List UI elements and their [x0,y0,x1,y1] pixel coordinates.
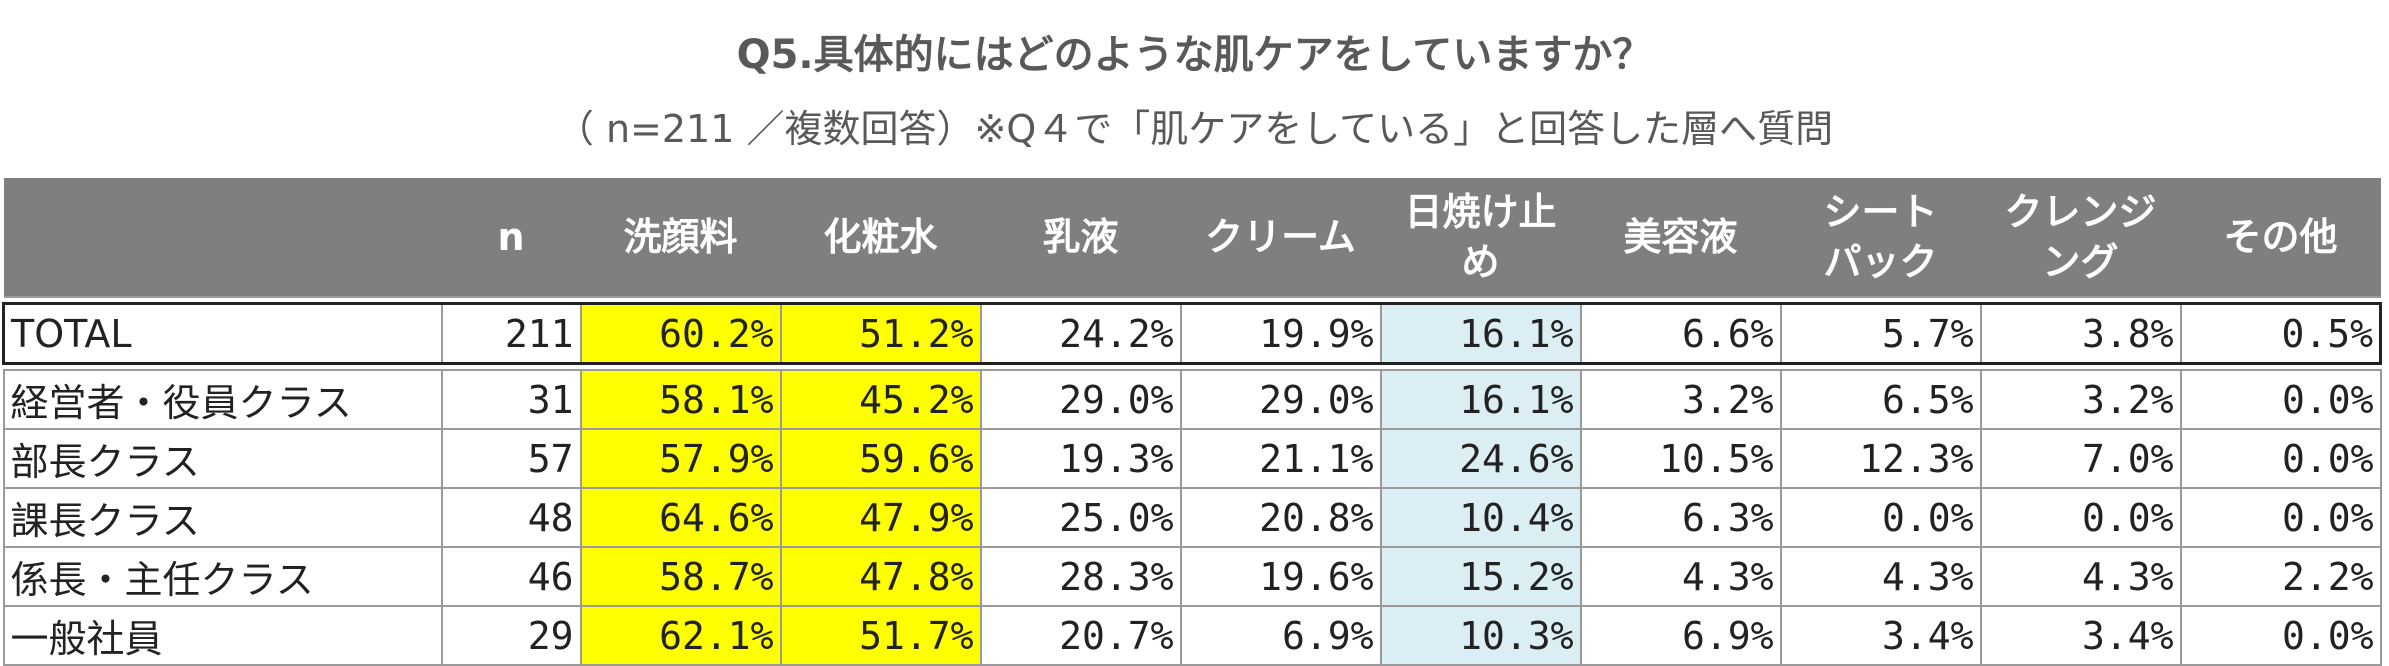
table-body: TOTAL 211 60.2% 51.2% 24.2% 19.9% 16.1% 6.6% 5.7… [2,302,2382,666]
table-row: 係長・主任クラス 46 58.7% 47.8% 28.3% 19.6% 15.2% 4.3% 4… [2,546,2382,607]
row-n: 211 [440,302,582,365]
value-cell: 5.7% [1779,302,1982,365]
value-cell: 58.7% [579,546,782,607]
value-cell: 7.0% [1979,428,2182,489]
value-cell: 21.1% [1179,428,1382,489]
table-row: 部長クラス 57 57.9% 59.6% 19.3% 21.1% 24.6% 10.5% 12.… [2,428,2382,489]
value-cell: 4.3% [1579,546,1782,607]
value-cell: 0.0% [1979,487,2182,548]
header-label-cell [3,178,442,297]
row-n: 57 [440,428,582,489]
header-cleansing-line2: ング [2042,240,2119,284]
value-cell: 59.6% [779,428,982,489]
row-label: 課長クラス [2,487,443,548]
value-cell: 47.9% [779,487,982,548]
value-cell: 20.8% [1179,487,1382,548]
value-cell: 3.2% [1979,369,2182,430]
value-cell: 3.4% [1979,605,2182,666]
header-sheet-pack: シート パック [1780,178,1981,297]
value-cell: 6.6% [1579,302,1782,365]
value-cell: 24.2% [979,302,1182,365]
value-cell: 20.7% [979,605,1182,666]
value-cell: 15.2% [1379,546,1582,607]
chart-title: Q5.具体的にはどのような肌ケアをしていますか？ [736,32,1653,78]
value-cell: 6.9% [1579,605,1782,666]
value-cell: 4.3% [1779,546,1982,607]
header-sunscreen-line1: 日焼け止 [1404,190,1557,234]
row-label: 経営者・役員クラス [2,369,443,430]
value-cell: 58.1% [579,369,782,430]
value-cell: 0.0% [2179,369,2382,430]
chart-subtitle: （ n=211 ／複数回答）※Q４で「肌ケアをしている」と回答した層へ質問 [555,107,1834,151]
value-cell: 12.3% [1779,428,1982,489]
value-cell: 29.0% [979,369,1182,430]
row-label: TOTAL [2,302,443,365]
value-cell: 57.9% [579,428,782,489]
header-row: n 洗顔料 化粧水 乳液 クリーム 日焼け止め 美容液 シートパック クレンジン… [3,178,2381,297]
value-cell: 3.8% [1979,302,2182,365]
value-cell: 47.8% [779,546,982,607]
header-face-wash: 洗顔料 [580,178,781,297]
value-cell: 64.6% [579,487,782,548]
value-cell: 19.6% [1179,546,1382,607]
value-cell: 0.0% [2179,605,2382,666]
header-n: n [441,178,581,297]
table-row: 一般社員 29 62.1% 51.7% 20.7% 6.9% 10.3% 6.9% 3.4% 3.… [2,605,2382,666]
header-sunscreen-line2: め [1461,240,1500,284]
value-cell: 0.0% [1779,487,1982,548]
row-n: 29 [440,605,582,666]
value-cell: 4.3% [1979,546,2182,607]
value-cell: 3.4% [1779,605,1982,666]
value-cell: 6.5% [1779,369,1982,430]
value-cell: 16.1% [1379,369,1582,430]
row-label: 一般社員 [2,605,443,666]
value-cell: 6.3% [1579,487,1782,548]
value-cell: 29.0% [1179,369,1382,430]
value-cell: 2.2% [2179,546,2382,607]
value-cell: 25.0% [979,487,1182,548]
header-sunscreen: 日焼け止め [1380,178,1581,297]
row-label: 係長・主任クラス [2,546,443,607]
value-cell: 16.1% [1379,302,1582,365]
value-cell: 51.7% [779,605,982,666]
row-n: 31 [440,369,582,430]
header-lotion: 化粧水 [780,178,981,297]
value-cell: 10.5% [1579,428,1782,489]
header-serum: 美容液 [1580,178,1781,297]
value-cell: 45.2% [779,369,982,430]
value-cell: 0.5% [2179,302,2382,365]
value-cell: 10.4% [1379,487,1582,548]
header-other: その他 [2180,178,2381,297]
header-sheet-pack-line2: パック [1823,240,1938,284]
table-row: 経営者・役員クラス 31 58.1% 45.2% 29.0% 29.0% 16.1% 3.2%… [2,369,2382,430]
value-cell: 3.2% [1579,369,1782,430]
value-cell: 24.6% [1379,428,1582,489]
header-sheet-pack-line1: シート [1823,190,1938,234]
value-cell: 0.0% [2179,487,2382,548]
value-cell: 19.3% [979,428,1182,489]
table-row: 課長クラス 48 64.6% 47.9% 25.0% 20.8% 10.4% 6.3% 0.0%… [2,487,2382,548]
total-row: TOTAL 211 60.2% 51.2% 24.2% 19.9% 16.1% 6.6% 5.7… [2,302,2382,365]
row-n: 48 [440,487,582,548]
value-cell: 0.0% [2179,428,2382,489]
value-cell: 28.3% [979,546,1182,607]
data-table: n 洗顔料 化粧水 乳液 クリーム 日焼け止め 美容液 シートパック クレンジン… [2,178,2382,666]
value-cell: 6.9% [1179,605,1382,666]
value-cell: 51.2% [779,302,982,365]
row-n: 46 [440,546,582,607]
header-cleansing-line1: クレンジ [2004,190,2157,234]
value-cell: 60.2% [579,302,782,365]
header-cleansing: クレンジ ング [1980,178,2181,297]
value-cell: 10.3% [1379,605,1582,666]
header-cream: クリーム [1180,178,1381,297]
row-label: 部長クラス [2,428,443,489]
value-cell: 62.1% [579,605,782,666]
header-milk: 乳液 [980,178,1181,297]
value-cell: 19.9% [1179,302,1382,365]
